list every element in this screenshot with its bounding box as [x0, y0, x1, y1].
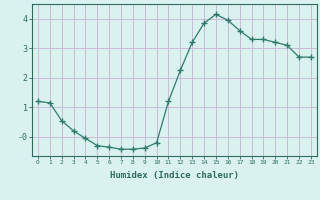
X-axis label: Humidex (Indice chaleur): Humidex (Indice chaleur) — [110, 171, 239, 180]
